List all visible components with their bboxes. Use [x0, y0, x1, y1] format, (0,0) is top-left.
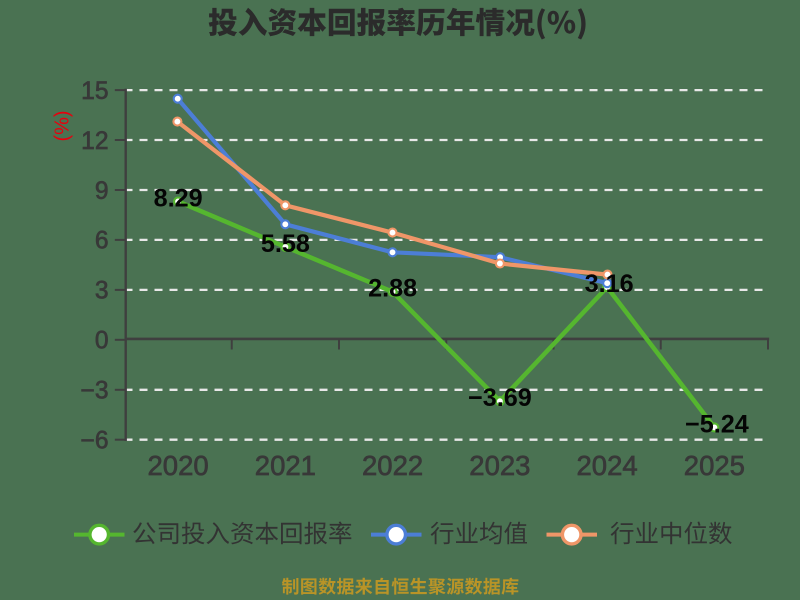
svg-text:2024: 2024: [577, 450, 638, 481]
svg-text:2022: 2022: [362, 450, 423, 481]
svg-text:0: 0: [95, 328, 109, 355]
svg-text:2021: 2021: [255, 450, 316, 481]
svg-text:3: 3: [95, 278, 109, 305]
svg-text:6: 6: [95, 228, 109, 255]
svg-text:12: 12: [81, 128, 108, 155]
svg-text:−5.24: −5.24: [685, 410, 749, 438]
svg-text:(%): (%): [51, 110, 73, 141]
svg-text:2025: 2025: [684, 450, 745, 481]
svg-text:3.16: 3.16: [585, 270, 634, 298]
svg-text:5.58: 5.58: [261, 230, 310, 258]
svg-text:−6: −6: [80, 428, 108, 455]
svg-text:−3: −3: [80, 378, 108, 405]
svg-text:2.88: 2.88: [368, 275, 417, 303]
svg-text:−3.69: −3.69: [468, 384, 532, 412]
svg-text:8.29: 8.29: [154, 184, 203, 212]
svg-text:9: 9: [95, 178, 109, 205]
svg-text:15: 15: [81, 78, 108, 105]
svg-text:2023: 2023: [469, 450, 530, 481]
svg-text:2020: 2020: [148, 450, 209, 481]
